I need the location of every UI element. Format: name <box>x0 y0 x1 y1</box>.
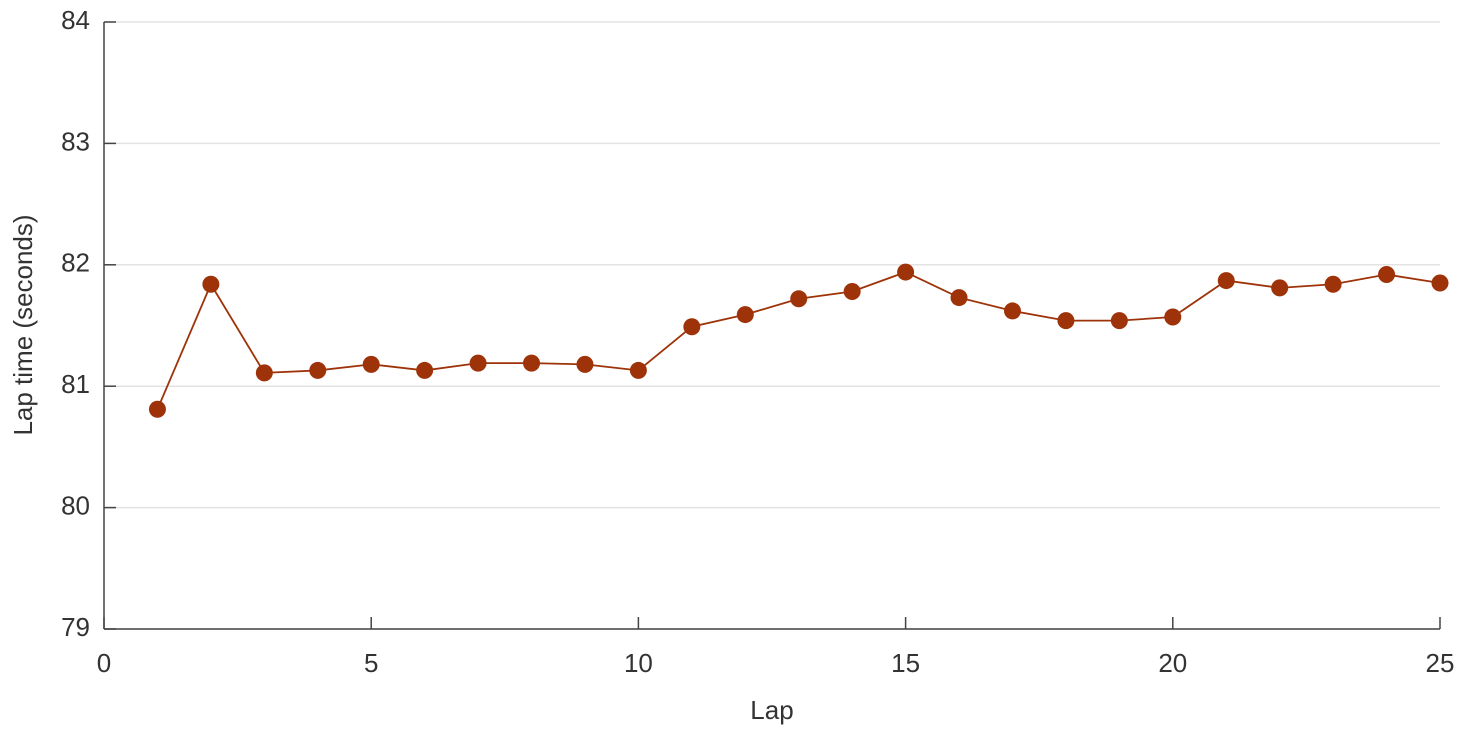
y-tick-label: 83 <box>61 126 90 156</box>
y-tick-label: 82 <box>61 248 90 278</box>
data-point <box>1271 279 1289 297</box>
data-point <box>1110 312 1128 330</box>
x-tick-label: 0 <box>97 648 111 678</box>
data-point <box>1057 312 1075 330</box>
x-tick-label: 10 <box>624 648 653 678</box>
y-tick-label: 79 <box>61 612 90 642</box>
data-point <box>736 306 754 324</box>
y-axis-label: Lap time (seconds) <box>8 214 38 435</box>
x-axis-label: Lap <box>750 695 793 725</box>
data-point <box>843 283 861 301</box>
data-point <box>309 361 327 379</box>
data-point <box>202 275 220 293</box>
data-point <box>790 290 808 308</box>
data-point <box>629 361 647 379</box>
x-tick-label: 20 <box>1158 648 1187 678</box>
y-tick-label: 80 <box>61 490 90 520</box>
x-tick-label: 25 <box>1426 648 1455 678</box>
data-point <box>523 354 541 372</box>
y-tick-label: 81 <box>61 369 90 399</box>
data-point <box>897 263 915 281</box>
data-point <box>576 355 594 373</box>
data-point <box>1378 266 1396 284</box>
data-point <box>950 289 968 307</box>
x-tick-label: 15 <box>891 648 920 678</box>
data-point <box>148 400 166 418</box>
data-point <box>1324 275 1342 293</box>
x-tick-label: 5 <box>364 648 378 678</box>
data-point <box>1217 272 1235 290</box>
data-point <box>469 354 487 372</box>
data-point <box>362 355 380 373</box>
data-point <box>1003 302 1021 320</box>
y-tick-label: 84 <box>61 5 90 35</box>
data-point <box>255 364 273 382</box>
data-point <box>683 318 701 336</box>
data-point <box>1164 308 1182 326</box>
data-point <box>416 361 434 379</box>
data-point <box>1431 274 1449 292</box>
